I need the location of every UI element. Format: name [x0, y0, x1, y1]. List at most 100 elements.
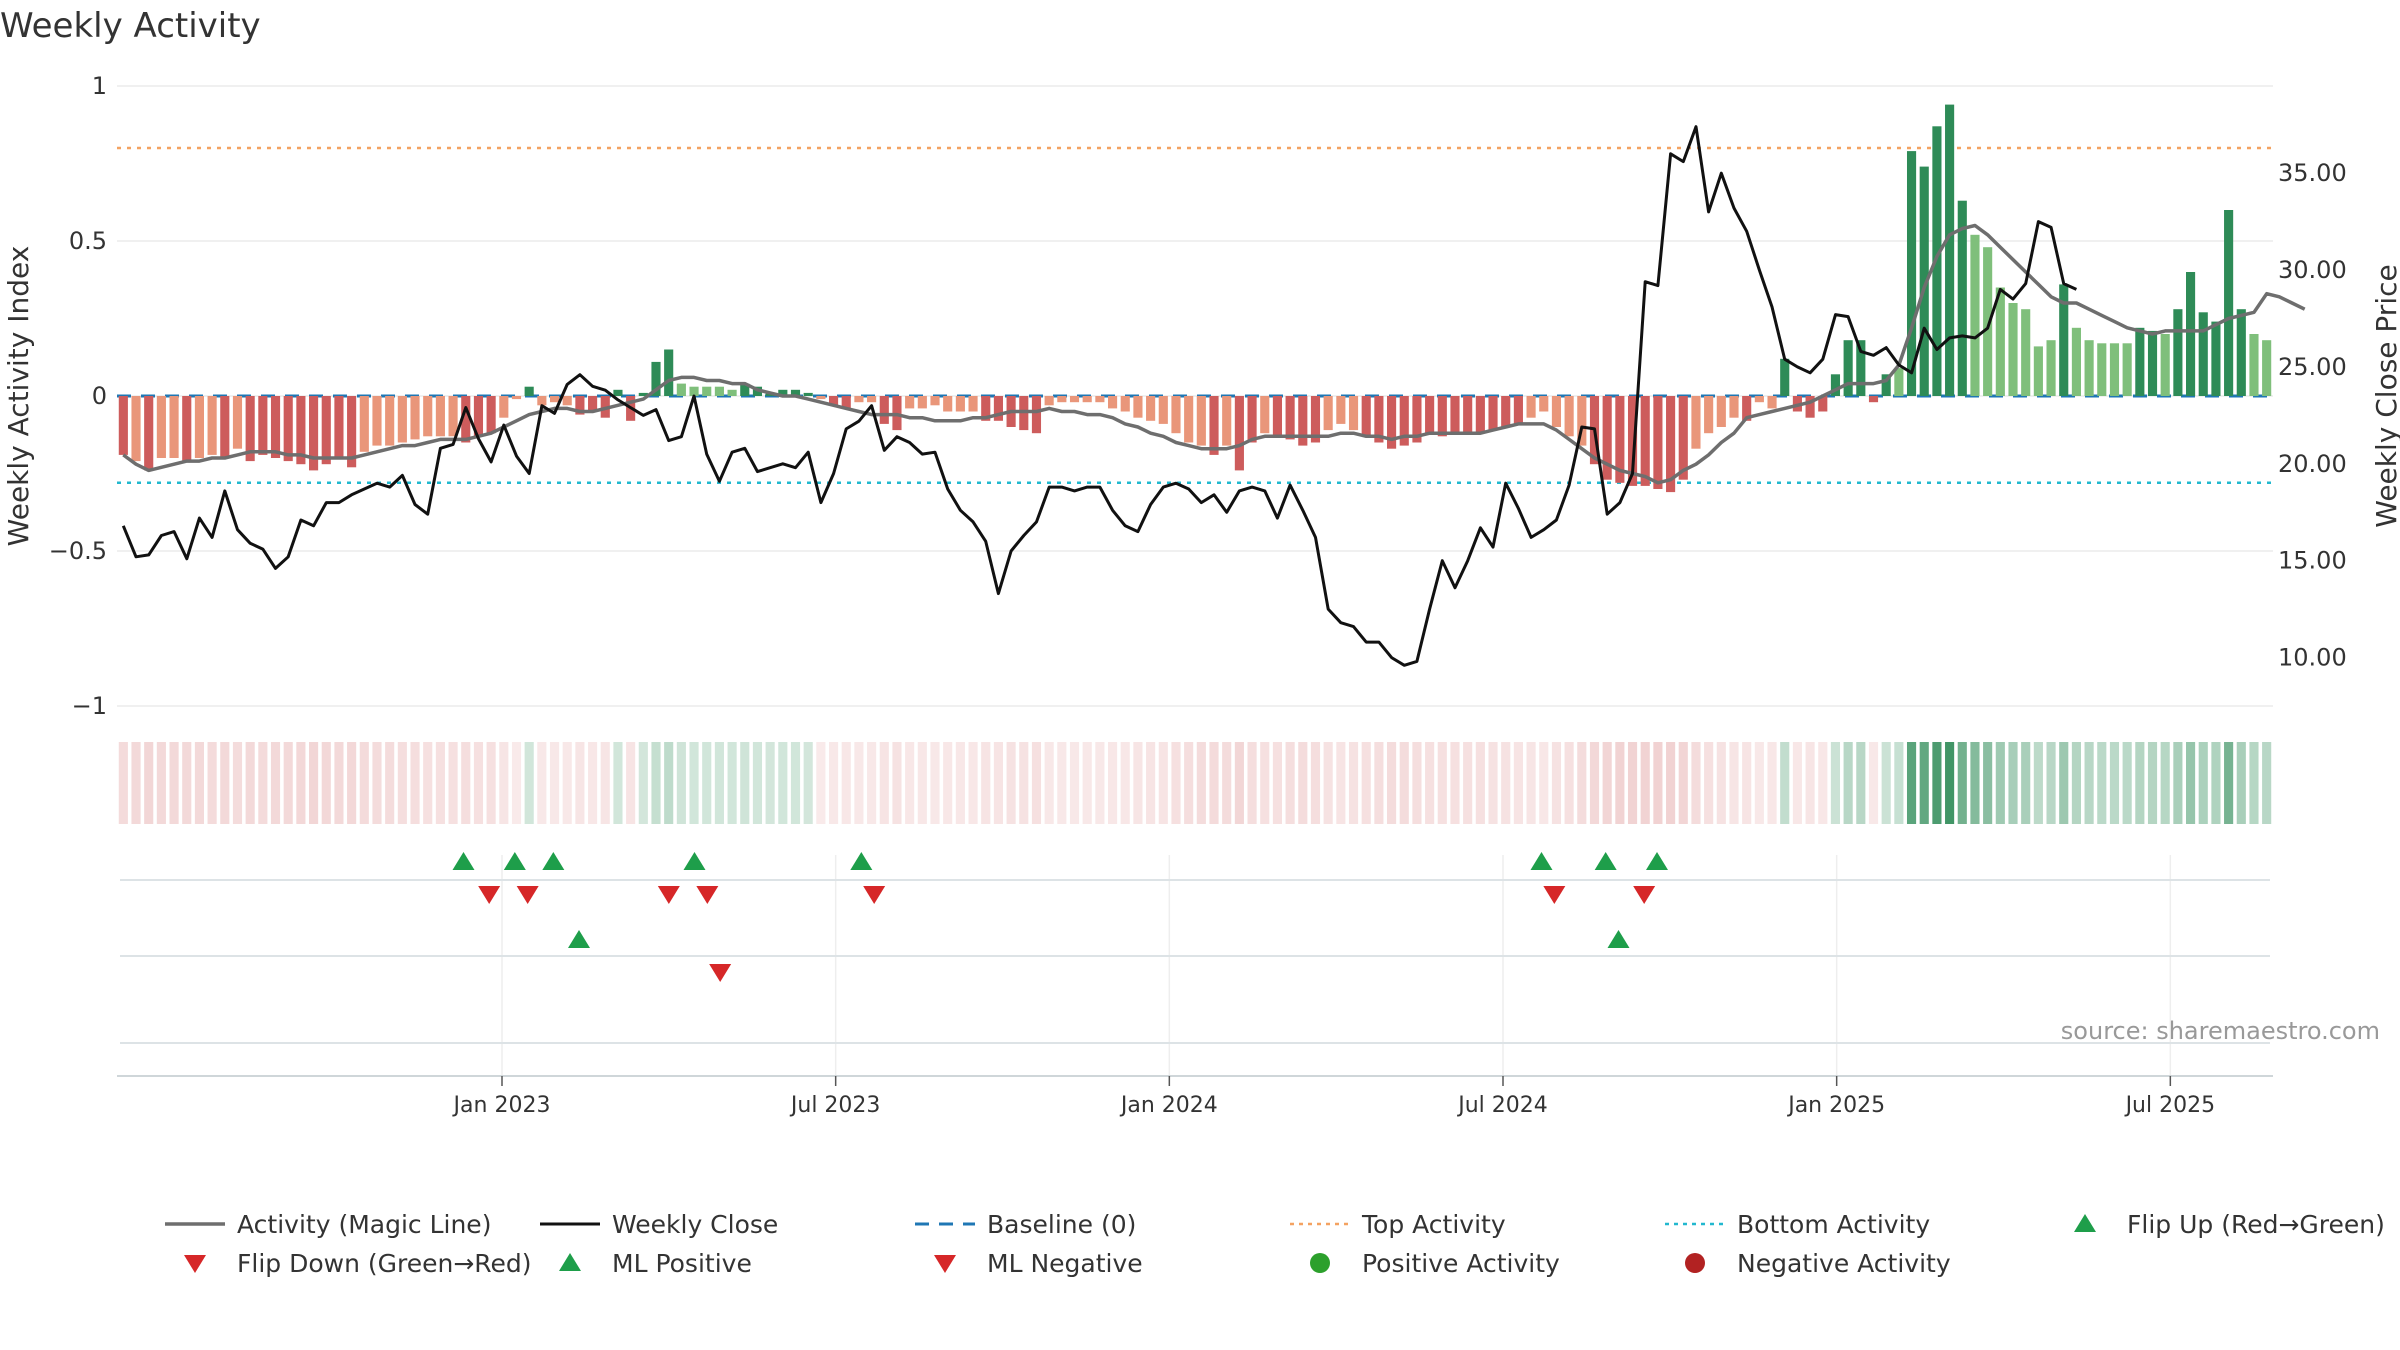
- heat-strip-cell: [892, 742, 902, 824]
- legend-symbol: [559, 1253, 581, 1271]
- heat-strip-cell: [1399, 742, 1409, 824]
- flip-up-marker: [452, 852, 475, 870]
- heat-strip-cell: [1082, 742, 1092, 824]
- activity-bar: [511, 396, 522, 400]
- heat-strip-cell: [359, 742, 369, 824]
- heat-strip-cell: [448, 742, 458, 824]
- y-tick-right-label: 20.00: [2278, 450, 2347, 478]
- activity-bar: [2198, 312, 2208, 396]
- activity-bar: [562, 396, 572, 406]
- flip-up-marker: [850, 852, 873, 870]
- heat-strip-cell: [803, 742, 813, 824]
- heat-strip-cell: [2185, 742, 2196, 824]
- activity-bar: [1082, 396, 1092, 403]
- heat-strip-cell: [1158, 742, 1168, 824]
- legend: Activity (Magic Line) Weekly Close Baselin…: [165, 1210, 2385, 1278]
- activity-bar: [1387, 396, 1397, 449]
- heat-strip-cell: [2122, 742, 2132, 824]
- activity-bar: [1095, 396, 1105, 403]
- heat-strip-cell: [1551, 742, 1562, 824]
- activity-bar: [1767, 396, 1777, 409]
- heat-strip-cell: [600, 742, 610, 824]
- y-tick-right-label: 30.00: [2278, 256, 2347, 284]
- heat-strip-cell: [1323, 742, 1333, 824]
- heat-strip-cell: [2147, 742, 2158, 824]
- heat-strip-cell: [1805, 742, 1815, 824]
- activity-bar: [1805, 396, 1815, 418]
- activity-bar: [296, 396, 306, 465]
- heat-strip-cell: [1501, 742, 1511, 824]
- heat-strip-cell: [2135, 742, 2145, 824]
- heat-strip-cell: [613, 742, 623, 824]
- activity-bar: [2160, 334, 2170, 396]
- heat-strip-cell: [2173, 742, 2183, 824]
- x-tick-label: Jan 2024: [1119, 1093, 1218, 1118]
- activity-bar: [2224, 210, 2234, 396]
- activity-bar: [245, 396, 255, 462]
- activity-bar: [930, 396, 940, 406]
- heat-strip-cell: [1729, 742, 1739, 824]
- heat-strip-cell: [1577, 742, 1587, 824]
- heat-strip-cell: [2008, 742, 2018, 824]
- activity-bar: [232, 396, 243, 449]
- activity-bar: [2173, 309, 2183, 396]
- activity-bar: [1894, 368, 1904, 396]
- activity-bar: [1475, 396, 1485, 434]
- activity-bar: [1818, 396, 1828, 412]
- activity-bar: [1868, 396, 1879, 403]
- flip-down-marker: [863, 886, 886, 904]
- heat-strip-cell: [270, 742, 281, 824]
- flip-up-marker: [503, 852, 526, 870]
- activity-bar: [1754, 396, 1764, 403]
- flip-up-marker: [683, 852, 706, 870]
- flip-down-marker: [1633, 886, 1656, 904]
- activity-bar: [727, 389, 737, 396]
- heat-strip-cell: [309, 742, 319, 824]
- activity-bar: [905, 396, 915, 409]
- activity-bar: [1539, 396, 1549, 412]
- heat-strip-cell: [1019, 742, 1029, 824]
- activity-bar: [537, 396, 547, 406]
- heat-strip-cell: [1374, 742, 1384, 824]
- y-tick-right-label: 10.00: [2278, 644, 2347, 672]
- x-tick-label: Jul 2024: [1456, 1093, 1548, 1118]
- activity-bar: [740, 383, 750, 396]
- heat-strip-cell: [1285, 742, 1295, 824]
- activity-bar: [499, 396, 509, 418]
- activity-bar: [2021, 309, 2031, 396]
- activity-bar: [879, 396, 889, 424]
- flip-up-marker: [542, 852, 565, 870]
- chart-title: Weekly Activity: [0, 6, 261, 46]
- heat-strip-cell: [258, 742, 268, 824]
- heat-strip-cell: [1069, 742, 1080, 824]
- heat-strip-cell: [1615, 742, 1625, 824]
- activity-bar: [2236, 309, 2246, 396]
- activity-bar: [613, 389, 623, 396]
- activity-bar: [1158, 396, 1168, 424]
- activity-bar: [588, 396, 598, 412]
- heat-strip-cell: [1107, 742, 1118, 824]
- activity-bar: [1513, 396, 1523, 424]
- activity-bar: [943, 396, 953, 412]
- activity-bar: [1412, 396, 1422, 443]
- heat-strip-cell: [1818, 742, 1828, 824]
- heat-strip-cell: [702, 742, 712, 824]
- activity-bar: [2185, 272, 2196, 396]
- activity-bar: [955, 396, 965, 412]
- heat-strip-cell: [1450, 742, 1460, 824]
- heat-strip-cell: [1425, 742, 1435, 824]
- activity-bar: [1450, 396, 1460, 434]
- heat-strip-cell: [676, 742, 686, 824]
- x-tick-label: Jul 2025: [2124, 1093, 2216, 1118]
- heat-strip-cell: [372, 742, 382, 824]
- heat-strip-cell: [1742, 742, 1752, 824]
- activity-bar: [1488, 396, 1498, 431]
- activity-bar: [397, 396, 407, 443]
- activity-bar: [2262, 340, 2272, 396]
- activity-bar: [1945, 104, 1955, 396]
- activity-bar: [1780, 358, 1790, 396]
- heat-strip-cell: [867, 742, 877, 824]
- heat-strip-cell: [2211, 742, 2221, 824]
- activity-bar: [651, 361, 661, 396]
- activity-bar: [1057, 396, 1067, 403]
